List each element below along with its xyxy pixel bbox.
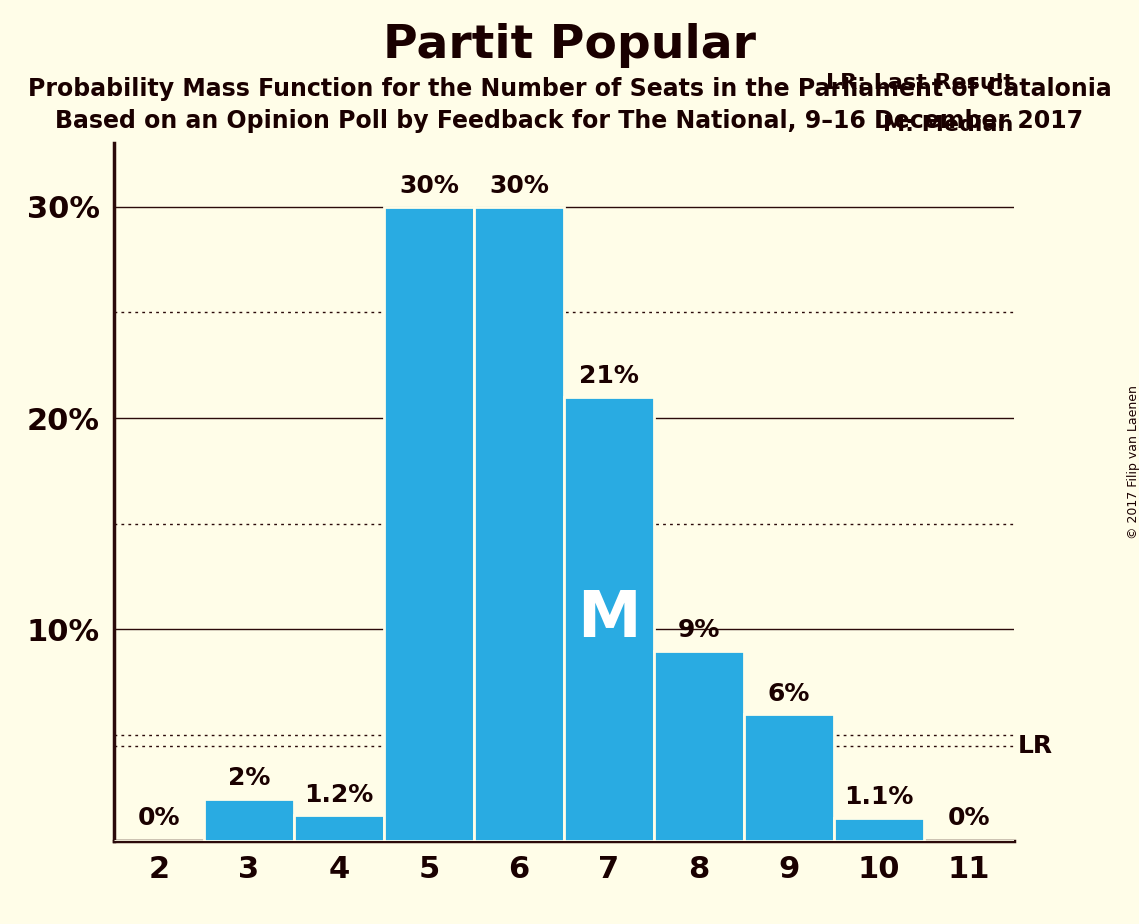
Bar — [834, 818, 924, 841]
Text: 1.2%: 1.2% — [304, 783, 374, 807]
Text: 0%: 0% — [138, 807, 180, 831]
Text: 21%: 21% — [579, 364, 639, 388]
Text: Probability Mass Function for the Number of Seats in the Parliament of Catalonia: Probability Mass Function for the Number… — [27, 77, 1112, 101]
Text: LR: Last Result: LR: Last Result — [826, 74, 1014, 93]
Bar — [474, 207, 564, 841]
Text: Partit Popular: Partit Popular — [383, 23, 756, 68]
Text: M: M — [577, 588, 640, 650]
Bar — [204, 798, 294, 841]
Text: 30%: 30% — [489, 175, 549, 198]
Bar — [654, 650, 744, 841]
Bar — [744, 714, 834, 841]
Text: 2%: 2% — [228, 766, 270, 790]
Text: © 2017 Filip van Laenen: © 2017 Filip van Laenen — [1126, 385, 1139, 539]
Text: 1.1%: 1.1% — [844, 785, 913, 809]
Text: 0%: 0% — [948, 807, 990, 831]
Bar — [564, 397, 654, 841]
Text: 30%: 30% — [399, 175, 459, 198]
Text: 9%: 9% — [678, 618, 720, 642]
Bar — [294, 816, 384, 841]
Bar — [384, 207, 474, 841]
Text: Based on an Opinion Poll by Feedback for The National, 9–16 December 2017: Based on an Opinion Poll by Feedback for… — [56, 109, 1083, 133]
Text: 6%: 6% — [768, 682, 810, 706]
Text: M: Median: M: Median — [884, 116, 1014, 135]
Text: LR: LR — [1018, 734, 1054, 758]
